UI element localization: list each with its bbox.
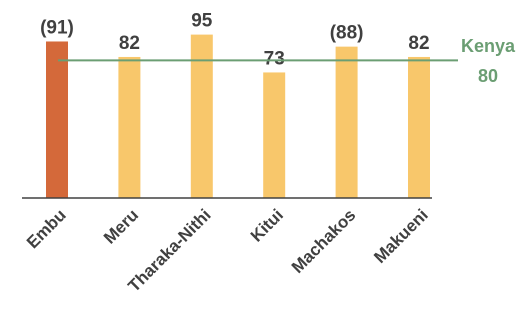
category-label-kitui: Kitui: [247, 205, 287, 245]
reference-value-label: 80: [478, 66, 498, 86]
category-label-machakos: Machakos: [288, 205, 360, 277]
bar-machakos: [335, 46, 358, 198]
bar-embu: [46, 41, 68, 199]
bars-group: [46, 34, 430, 199]
category-label-makueni: Makueni: [370, 205, 432, 267]
data-label-machakos: (88): [330, 23, 364, 44]
bar-kitui: [263, 72, 286, 198]
reference-label: Kenya: [461, 36, 516, 56]
category-label-meru: Meru: [100, 205, 142, 247]
data-labels-group: (91) 82 95 73 (88) 82: [40, 11, 429, 70]
data-label-kitui: 73: [264, 48, 285, 69]
bar-tharaka-nithi: [190, 34, 213, 198]
data-label-tharaka-nithi: 95: [191, 11, 213, 32]
data-label-embu: (91): [40, 17, 74, 38]
bar-makueni: [408, 56, 430, 199]
data-label-makueni: 82: [408, 33, 429, 54]
category-label-embu: Embu: [23, 205, 70, 252]
bar-meru: [118, 56, 141, 199]
data-label-meru: 82: [119, 33, 140, 54]
